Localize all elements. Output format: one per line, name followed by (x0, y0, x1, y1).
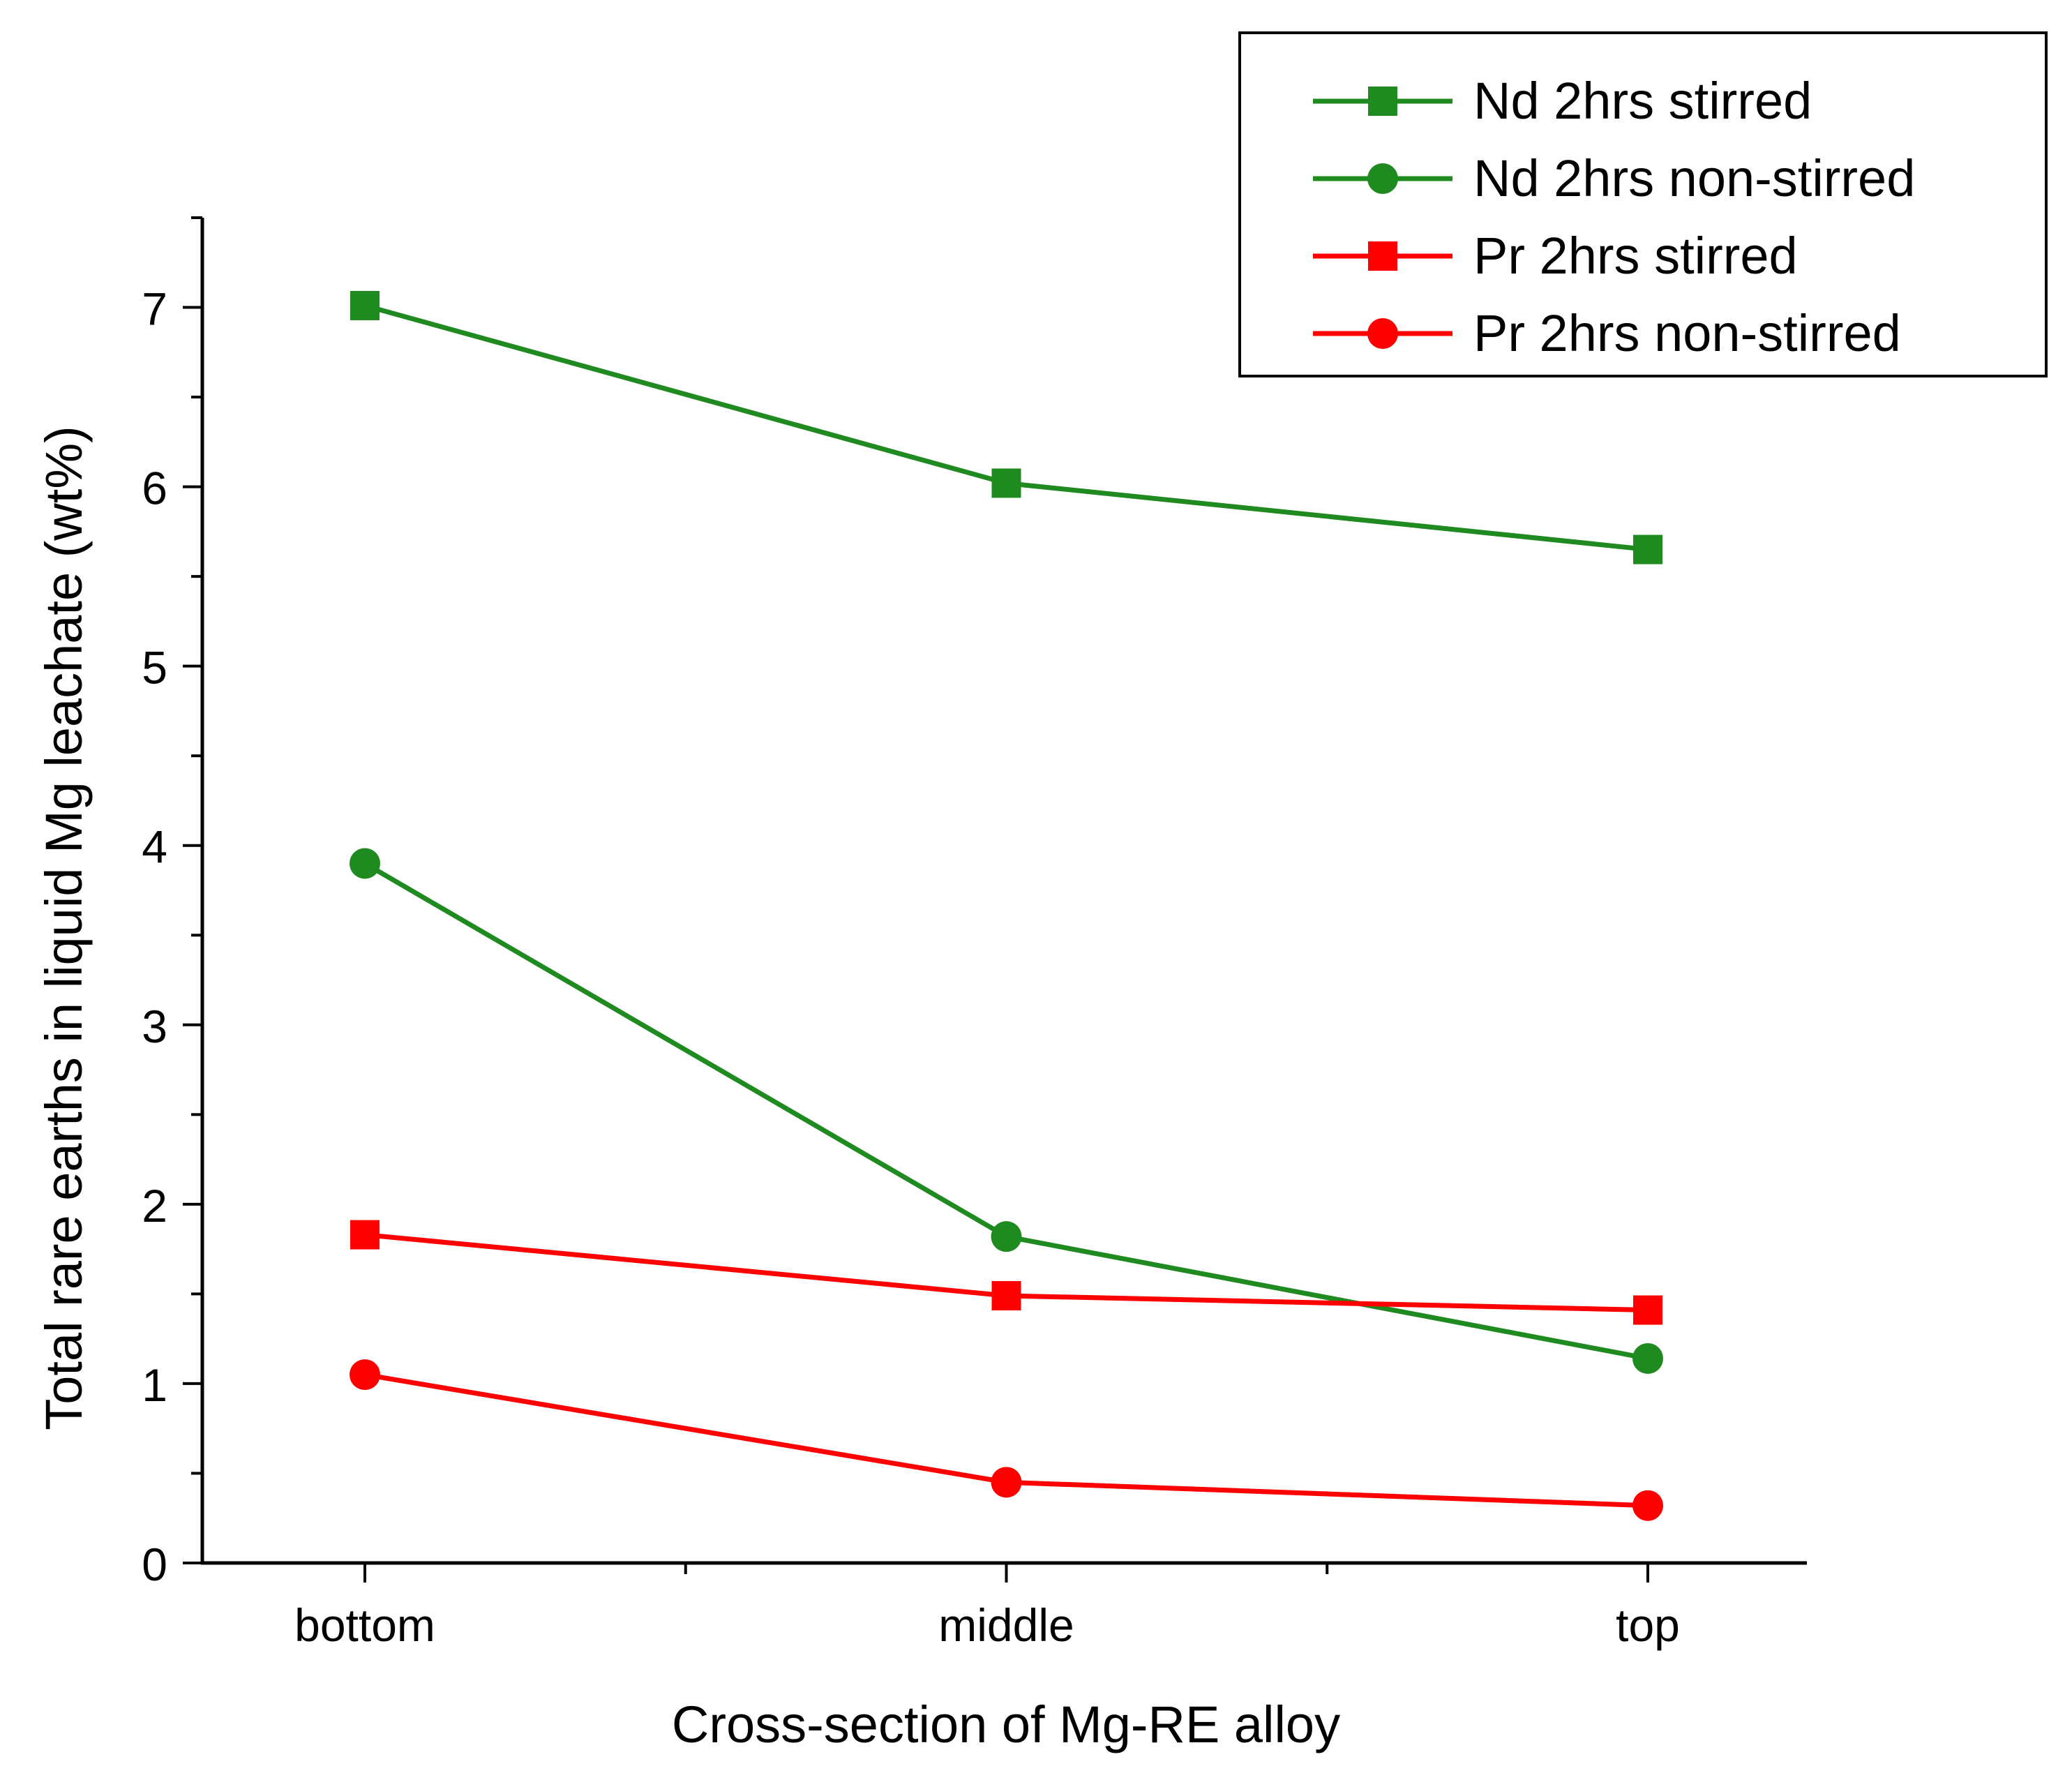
legend-swatch-marker (1367, 163, 1398, 194)
legend-swatch-marker (1367, 318, 1398, 349)
legend-label: Pr 2hrs non-stirred (1473, 304, 1901, 362)
data-point (350, 848, 380, 879)
y-tick-label: 6 (142, 463, 167, 514)
y-tick-label: 3 (142, 1001, 167, 1052)
data-point (1633, 1295, 1662, 1325)
legend-label: Pr 2hrs stirred (1473, 227, 1798, 285)
data-point (1632, 1490, 1663, 1521)
axes (200, 218, 1807, 1565)
data-point (350, 1220, 380, 1250)
x-tick-label: top (1616, 1599, 1680, 1651)
y-tick-label: 7 (142, 283, 167, 335)
data-point (1633, 534, 1662, 564)
series-group (350, 290, 1663, 1521)
data-point (991, 1221, 1022, 1252)
y-axis-title: Total rare earths in liquid Mg leachate … (35, 426, 93, 1430)
x-tick-label: bottom (294, 1599, 435, 1651)
legend-swatch-marker (1368, 241, 1397, 271)
legend-items: Nd 2hrs stirred Nd 2hrs non-stirred Pr 2hr… (1313, 72, 1915, 362)
data-point (1632, 1342, 1663, 1374)
data-point (991, 468, 1021, 498)
data-point (350, 290, 380, 320)
data-point (991, 1280, 1021, 1310)
y-tick-label: 1 (142, 1359, 167, 1411)
data-point (350, 1359, 380, 1391)
x-ticks: bottom middle top (294, 1563, 1680, 1651)
data-point (991, 1467, 1022, 1498)
y-tick-label: 0 (142, 1539, 167, 1590)
legend: Nd 2hrs stirred Nd 2hrs non-stirred Pr 2hr… (1238, 31, 2048, 377)
legend-label: Nd 2hrs stirred (1473, 72, 1812, 130)
y-tick-label: 4 (142, 821, 167, 873)
x-axis-title: Cross-section of Mg-RE alloy (672, 1696, 1340, 1753)
y-tick-label: 2 (142, 1180, 167, 1232)
x-tick-label: middle (938, 1599, 1074, 1651)
y-tick-label: 5 (142, 642, 167, 694)
legend-swatch-marker (1368, 87, 1397, 116)
legend-label: Nd 2hrs non-stirred (1473, 149, 1915, 207)
y-ticks: 0 1 2 3 4 5 6 7 (142, 216, 202, 1590)
